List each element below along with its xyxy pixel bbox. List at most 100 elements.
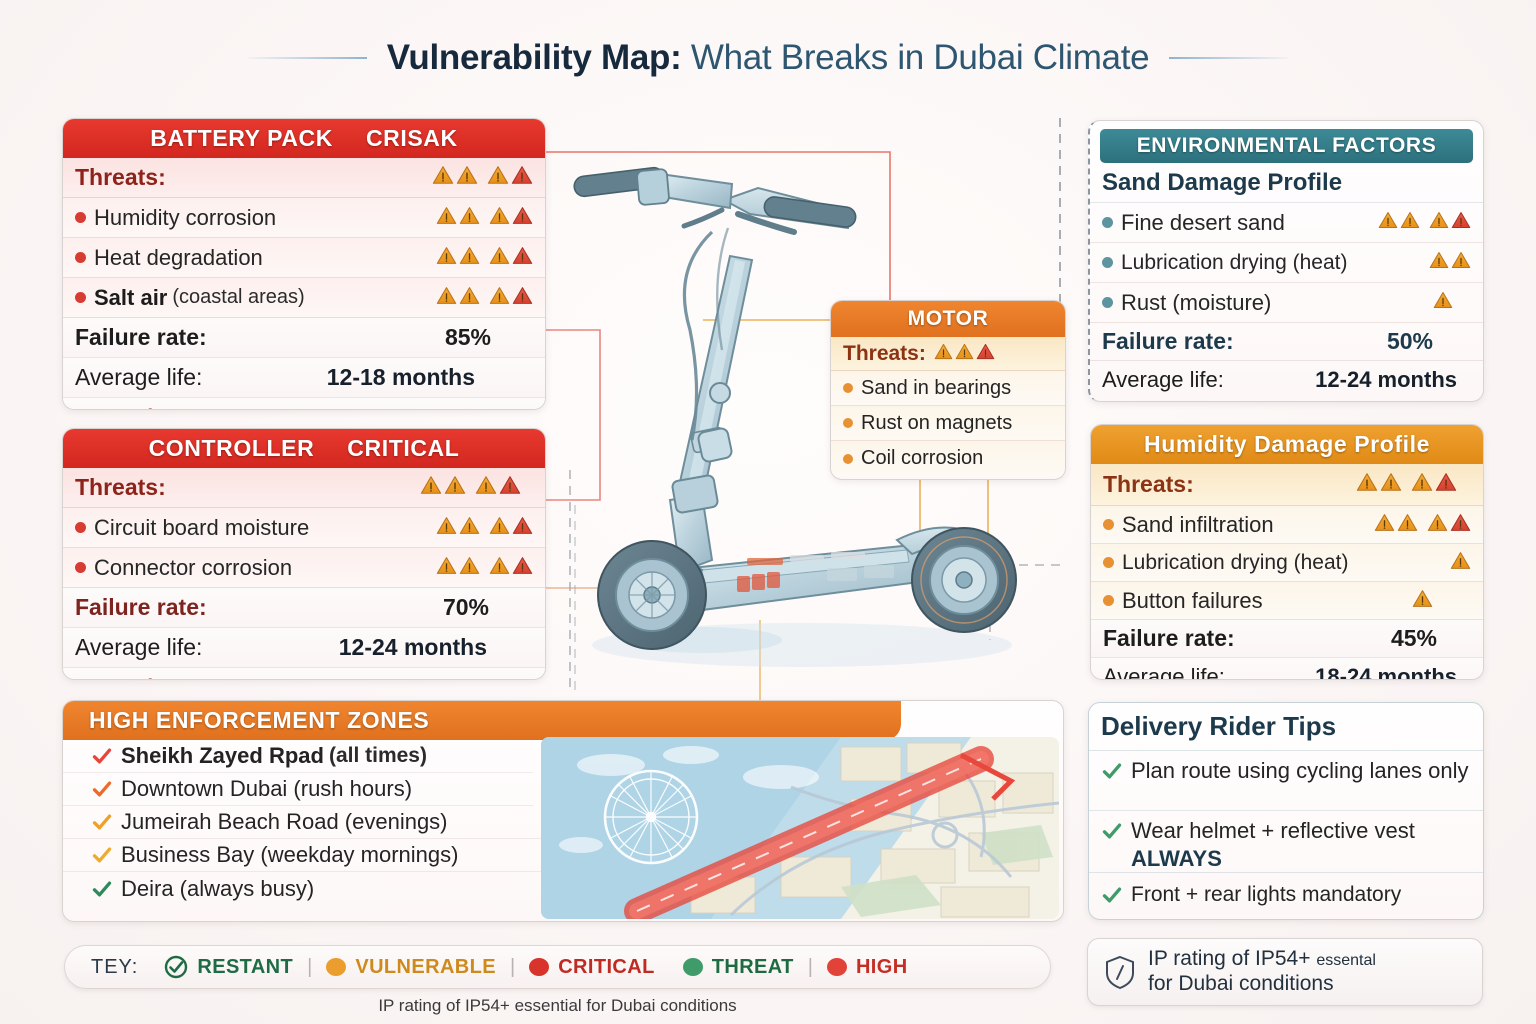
controller-protection-value: Conformal coating helps [192,677,408,680]
card-humidity-damage[interactable]: Humidity Damage Profile Threats: Sand in… [1090,424,1484,680]
battery-threat-0-text: Humidity corrosion [94,204,277,230]
legend-bar: TEY: RESTANT | VULNERABLE | CRITICAL THR… [64,945,1051,989]
warning-triangle-icon [1400,210,1420,235]
controller-threat-0-icons [436,515,533,541]
card-environmental-factors[interactable]: ENVIRONMENTAL FACTORS Sand Damage Profil… [1088,120,1484,402]
controller-life-label: Average life: [75,634,203,660]
humidity-life-label: Average life: [1103,664,1225,680]
environmental-item-1-icons [1429,250,1471,275]
bullet-icon [843,453,853,464]
ip-line1-small: essental [1316,952,1376,970]
check-icon [92,781,112,797]
humidity-item-1-icons [1450,550,1471,576]
legend-label-restant: RESTANT [197,955,294,978]
card-controller[interactable]: CONTROLLER CRITICAL Threats: Circuit boa… [62,428,546,680]
battery-threat-item-2: Salt air (coastal areas) [63,278,545,318]
warning-triangle-icon [489,205,510,231]
card-battery-pack[interactable]: BATTERY PACK CRISAK Threats: Humidity co… [62,118,546,410]
battery-threats-label: Threats: [75,164,166,190]
enforcement-item-1: Downtown Dubai (rush hours) [63,773,533,806]
warning-triangle-icon [489,245,510,271]
humidity-item-1-text: Lubrication drying (heat) [1122,550,1349,574]
warning-triangle-icon [1411,471,1433,498]
environmental-item-2-icons [1433,290,1453,315]
warning-triangle-icon [459,515,480,541]
motor-item-0: Sand in bearings [831,371,1065,406]
warning-triangle-icon [1451,210,1471,235]
warning-triangle-icon [432,164,454,191]
bullet-icon [1103,519,1114,530]
environmental-item-1: Lubrication drying (heat) [1090,243,1483,283]
battery-protection-value: Waterproof casing essential [192,407,438,410]
tips-item-1: Wear helmet + reflective vest ALWAYS [1089,811,1483,873]
battery-life-label: Average life: [75,364,203,390]
tips-title: Delivery Rider Tips [1101,711,1337,741]
humidity-item-2: Button failures [1091,582,1483,620]
card-high-enforcement-zones[interactable]: HIGH ENFORCEMENT ZONES Sheikh Zayed Rpad… [62,700,1064,922]
enforcement-item-2: Jumeirah Beach Road (evenings) [63,806,553,839]
warning-triangle-icon [459,555,480,581]
battery-threat-2-bold: Salt air [94,284,168,310]
card-battery-badge: CRISAK [365,125,458,151]
warning-triangle-icon [459,285,480,311]
legend-separator: | [807,955,813,978]
bullet-icon [75,562,86,573]
check-icon [92,814,112,830]
warning-triangle-icon [512,205,533,231]
dubai-map-illustration [541,737,1059,919]
dot-icon [529,958,550,976]
warning-triangle-icon [436,515,457,541]
battery-threat-item-1: Heat degradation [63,238,545,278]
motor-threats-label: Threats: [843,341,926,365]
motor-threats-row: Threats: [831,337,1065,371]
legend-item-critical: CRITICAL [529,956,655,979]
card-humidity-header: Humidity Damage Profile [1091,425,1483,464]
enforcement-item-0-text: (all times) [328,744,427,767]
environmental-item-0: Fine desert sand [1090,203,1483,243]
check-icon [92,748,112,764]
warning-triangle-icon [512,555,533,581]
controller-failure-label: Failure rate: [75,594,207,620]
ip-line1-main: IP rating of IP54+ [1148,947,1311,971]
bullet-icon [843,383,853,393]
title-strong: Vulnerability Map: [386,38,682,77]
warning-triangle-icon [1433,290,1453,315]
controller-threat-1-text: Connector corrosion [94,554,293,580]
check-circle-icon [165,955,188,979]
warning-triangle-icon [934,342,953,366]
battery-failure-value: 85% [444,324,491,350]
environmental-subtitle-row: Sand Damage Profile [1090,163,1483,203]
check-icon [92,847,112,863]
warning-triangle-icon [499,474,521,501]
humidity-failure-value: 45% [1390,625,1437,651]
bullet-icon [75,292,86,303]
environmental-life-value: 12-24 months [1315,367,1457,392]
legend-label-critical: CRITICAL [558,955,655,978]
controller-threats-row: Threats: [63,468,545,508]
legend-separator: | [510,955,516,978]
legend-prefix: TEY: [91,955,139,978]
card-delivery-rider-tips[interactable]: Delivery Rider Tips Plan route using cyc… [1088,702,1484,920]
warning-triangle-icon [1374,512,1395,538]
bullet-icon [1102,297,1113,308]
bullet-icon [1103,595,1114,606]
tips-item-1-text: Wear helmet + reflective vest [1131,818,1415,843]
battery-threat-0-icons [436,205,533,231]
humidity-threats-label: Threats: [1103,471,1194,497]
controller-protection-row: Protection: Conformal coating helps [63,668,545,680]
legend-item-threat: THREAT [682,956,794,979]
tips-item-2-text: Front + rear lights mandatory [1131,883,1402,906]
escooter-illustration [573,166,1017,667]
warning-triangle-icon [1412,588,1433,614]
enforcement-item-3-text: Business Bay (weekday mornings) [121,842,459,867]
motor-item-0-text: Sand in bearings [861,376,1012,399]
motor-item-1-text: Rust on magnets [861,411,1013,434]
environmental-item-0-icons [1378,210,1471,235]
environmental-item-2: Rust (moisture) [1090,283,1483,323]
card-motor[interactable]: MOTOR Threats: Sand in bearings Rust on … [830,300,1066,480]
environmental-failure-label: Failure rate: [1102,328,1234,354]
controller-threats-label: Threats: [75,474,166,500]
environmental-life-label: Average life: [1102,367,1224,392]
check-icon [1102,823,1122,839]
tips-title-row: Delivery Rider Tips [1089,703,1483,751]
